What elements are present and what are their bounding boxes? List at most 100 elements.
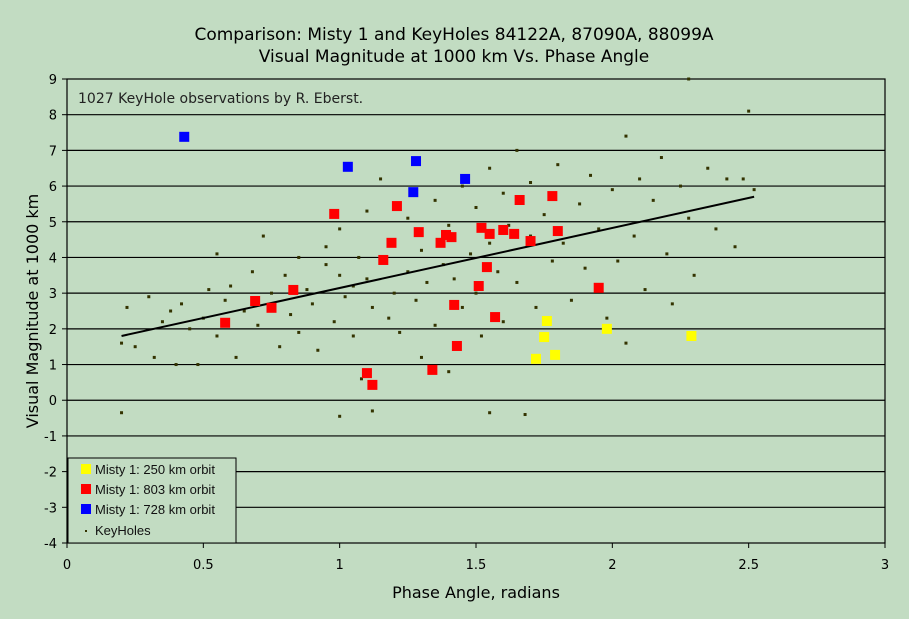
keyhole-point [452, 277, 456, 281]
keyhole-point [529, 181, 533, 185]
misty-803km-point [220, 317, 231, 328]
keyhole-point [447, 223, 451, 227]
keyhole-point [569, 298, 573, 302]
keyhole-point [359, 377, 363, 381]
keyhole-point [425, 280, 429, 284]
x-tick-label: 0 [63, 558, 71, 573]
keyhole-point [501, 191, 505, 195]
keyhole-point [469, 252, 473, 256]
misty-250km-point [541, 315, 552, 326]
keyhole-point [583, 266, 587, 270]
keyhole-point [414, 298, 418, 302]
x-axis-ticks: 0 0.5 1 1.5 2 2.5 3 [63, 543, 889, 573]
keyhole-point [234, 355, 238, 359]
keyhole-point [338, 227, 342, 231]
y-tick-label: 1 [49, 359, 57, 374]
keyhole-point [223, 298, 227, 302]
misty-803km-point [329, 208, 340, 219]
keyhole-point [125, 305, 129, 309]
keyhole-point [433, 198, 437, 202]
legend-swatch-keyholes [85, 530, 87, 532]
misty-803km-point [367, 379, 378, 390]
y-tick-label: 5 [49, 216, 57, 231]
y-tick-label: -2 [44, 466, 57, 481]
keyhole-point [343, 295, 347, 299]
y-tick-label: 0 [49, 394, 57, 409]
x-tick-label: 3 [881, 558, 889, 573]
keyhole-point [679, 184, 682, 188]
keyhole-point [310, 302, 314, 306]
misty-250km-point [539, 332, 550, 343]
keyhole-point [169, 309, 173, 313]
keyhole-point [316, 348, 320, 352]
misty-803km-point [435, 237, 446, 248]
keyhole-point [387, 316, 391, 320]
misty-728km-point [179, 131, 190, 142]
keyhole-point [725, 177, 729, 181]
misty-803km-point [391, 201, 402, 212]
keyhole-point [523, 413, 527, 417]
keyhole-point [542, 213, 546, 217]
keyhole-point [747, 109, 751, 113]
keyhole-point [687, 216, 691, 220]
keyhole-point [392, 291, 396, 295]
keyhole-point [550, 259, 554, 263]
keyhole-point [687, 77, 691, 81]
x-tick-label: 0.5 [193, 558, 214, 573]
keyhole-point [351, 334, 355, 338]
legend-label-728km: Misty 1: 728 km orbit [95, 502, 215, 517]
keyhole-point [419, 355, 423, 359]
misty-803km-point [525, 236, 536, 247]
misty-803km-point [449, 299, 460, 310]
annotation-text: 1027 KeyHole observations by R. Eberst. [78, 91, 363, 107]
keyhole-point [605, 316, 609, 320]
keyhole-point [624, 341, 628, 345]
legend-label-250km: Misty 1: 250 km orbit [95, 462, 215, 477]
x-axis-label: Phase Angle, radians [392, 583, 560, 602]
keyhole-point [160, 320, 164, 324]
keyhole-point [447, 370, 451, 374]
chart-title-line-2: Visual Magnitude at 1000 km Vs. Phase An… [259, 47, 649, 67]
misty-803km-point [498, 224, 509, 235]
keyhole-point [379, 177, 383, 181]
keyhole-point [488, 241, 492, 245]
y-tick-label: -1 [44, 430, 57, 445]
y-tick-label: 9 [49, 73, 57, 88]
keyhole-point [133, 345, 137, 349]
keyhole-point [370, 409, 374, 413]
keyhole-point [714, 227, 718, 231]
keyhole-point [152, 355, 156, 359]
misty-803km-point [509, 228, 520, 239]
misty-803km-point [266, 302, 277, 313]
keyhole-point [501, 320, 505, 324]
keyhole-point [120, 341, 124, 345]
misty-803km-point [547, 191, 558, 202]
keyhole-point [398, 330, 402, 334]
keyhole-point [278, 345, 282, 349]
keyhole-point [496, 270, 500, 274]
keyhole-point [270, 291, 273, 295]
misty-803km-point [413, 227, 424, 238]
keyhole-point [589, 173, 593, 177]
keyhole-point [515, 148, 519, 152]
misty-803km-point [451, 340, 462, 351]
legend-label-803km: Misty 1: 803 km orbit [95, 482, 215, 497]
keyhole-point [365, 277, 369, 281]
keyhole-point [733, 245, 737, 249]
keyhole-point [474, 291, 478, 295]
y-tick-label: 7 [49, 144, 57, 159]
keyhole-point [706, 166, 710, 170]
misty-250km-point [530, 353, 541, 364]
keyhole-point [406, 270, 410, 274]
keyhole-point [289, 313, 293, 317]
misty-803km-point [484, 228, 495, 239]
keyhole-point [638, 177, 642, 181]
keyhole-point [460, 305, 464, 309]
x-tick-label: 1.5 [466, 558, 487, 573]
x-tick-label: 2 [608, 558, 616, 573]
keyhole-point [283, 273, 287, 277]
keyhole-point [215, 252, 219, 256]
data-marks [120, 77, 756, 418]
keyhole-point [643, 288, 647, 292]
legend-swatch-red [81, 484, 91, 494]
